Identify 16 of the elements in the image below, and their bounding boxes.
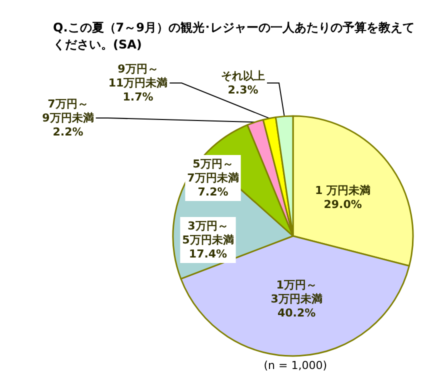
data-label: 2.3%: [228, 84, 258, 96]
slice-label: 9万円～11万円未満: [108, 62, 168, 90]
data-label: 40.2%: [277, 306, 316, 320]
chart-title: Q.この夏（7～9月）の観光･レジャーの一人あたりの予算を教えてください。(SA): [53, 20, 414, 52]
data-label: 1.7%: [122, 90, 154, 104]
slice-label: 7万円～9万円未満: [42, 98, 94, 124]
slice-label: それ以上: [221, 70, 265, 82]
data-label: 17.4%: [188, 248, 228, 260]
text: (n = 1,000): [264, 359, 328, 372]
slice-label: 1万円～3万円未満: [270, 278, 322, 306]
data-label: 29.0%: [324, 198, 362, 211]
data-label: 2.2%: [52, 126, 84, 138]
data-label: 7.2%: [198, 186, 228, 198]
slice-label: 5万円～7万円未満: [187, 158, 239, 184]
slice-label: 3万円～5万円未満: [182, 220, 234, 246]
slice-label: 1 万円未満: [315, 184, 371, 197]
